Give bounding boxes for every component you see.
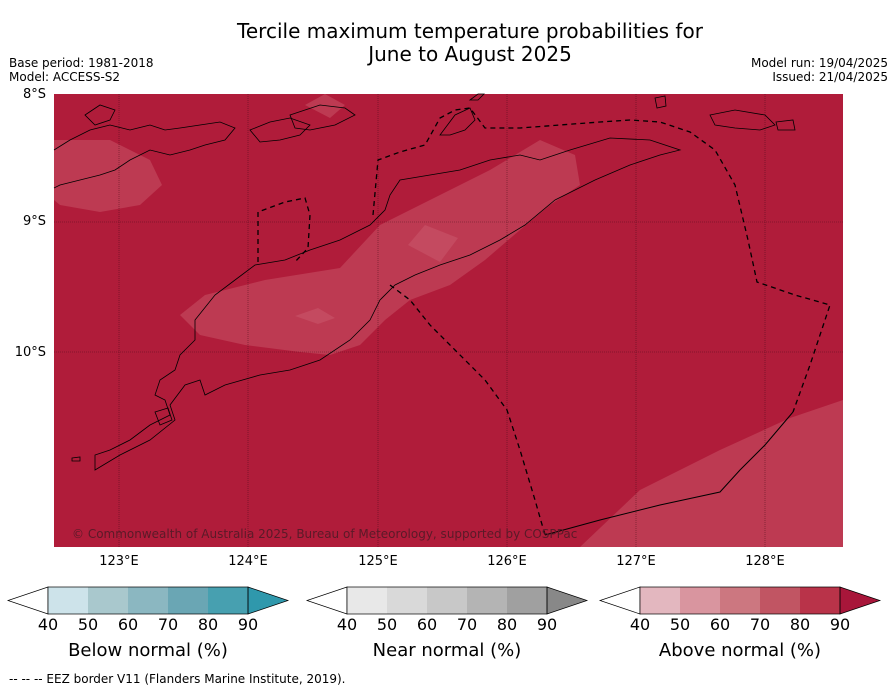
above-colorbar-segment (760, 587, 800, 614)
near-colorbar-tick: 60 (416, 615, 438, 634)
island-coastline (289, 104, 356, 131)
above-colorbar-tick: 40 (629, 615, 651, 634)
above-colorbar-segment (680, 587, 720, 614)
island-coastline (84, 104, 116, 126)
lat-label-10s: 10°S (14, 345, 46, 360)
above-colorbar-segment (800, 587, 840, 614)
eez-footnote: -- -- -- EEZ border V11 (Flanders Marine… (9, 672, 346, 686)
issued-date: Issued: 21/04/2025 (772, 70, 888, 84)
island-coastline (775, 119, 796, 131)
probability-zone-80 (180, 140, 580, 355)
above-colorbar-tick: 50 (669, 615, 691, 634)
near-colorbar-high-arrow (546, 586, 589, 615)
lon-label-126e: 126°E (487, 554, 527, 569)
coastlines (53, 93, 796, 471)
probability-zone-80-west (54, 140, 162, 212)
lon-label-127e: 127°E (616, 554, 656, 569)
below-colorbar-high-arrow (247, 586, 290, 615)
title-line-2: June to August 2025 (368, 42, 572, 66)
island-coastline (154, 407, 173, 426)
near-colorbar-tick: 80 (496, 615, 518, 634)
eez-border (257, 107, 831, 536)
below-colorbar-segment (208, 587, 248, 614)
island-coastline (71, 456, 81, 462)
below-colorbar-tick: 50 (77, 615, 99, 634)
near-colorbar-low-arrow (305, 586, 348, 615)
eez-solid-segment (544, 411, 794, 536)
alor-coastline (53, 121, 236, 189)
near-colorbar-tick: 90 (536, 615, 558, 634)
base-period: Base period: 1981-2018 (9, 56, 154, 70)
above-colorbar-low-arrow (598, 586, 641, 615)
model-name: Model: ACCESS-S2 (9, 70, 121, 84)
above-colorbar-outline (639, 586, 841, 615)
near-normal-colorbar (305, 586, 589, 615)
near-colorbar-tick: 50 (376, 615, 398, 634)
near-colorbar-outline (346, 586, 548, 615)
above-colorbar-segment (640, 587, 680, 614)
below-colorbar-segment (168, 587, 208, 614)
lon-label-128e: 128°E (745, 554, 785, 569)
atauro-coastline (468, 93, 485, 101)
lat-label-9s: 9°S (22, 214, 46, 229)
lon-label-125e: 125°E (358, 554, 398, 569)
above-normal-title: Above normal (%) (658, 640, 822, 661)
below-colorbar-segment (48, 587, 88, 614)
near-colorbar-segment (507, 587, 547, 614)
lon-label-123e: 123°E (99, 554, 139, 569)
below-colorbar-low-arrow (6, 586, 49, 615)
above-colorbar-segment (720, 587, 760, 614)
probability-zone-80-patch (408, 225, 458, 262)
below-colorbar-outline (47, 586, 249, 615)
above-normal-colorbar (598, 586, 882, 615)
model-run: Model run: 19/04/2025 (750, 56, 888, 70)
near-colorbar-segment (347, 587, 387, 614)
near-colorbar-segment (427, 587, 467, 614)
meta-left: Base period: 1981-2018 Model: ACCESS-S2 (9, 56, 154, 84)
above-colorbar-high-arrow (839, 586, 882, 615)
lat-label-8s: 8°S (22, 87, 46, 102)
below-colorbar-tick: 90 (237, 615, 259, 634)
below-colorbar-segment (88, 587, 128, 614)
below-colorbar-tick: 40 (37, 615, 59, 634)
gridlines (54, 94, 843, 547)
chart-title: Tercile maximum temperature probabilitie… (170, 20, 770, 66)
near-colorbar-tick: 70 (456, 615, 478, 634)
island-coastline (249, 117, 311, 143)
above-colorbar-tick: 70 (749, 615, 771, 634)
lon-label-124e: 124°E (228, 554, 268, 569)
below-colorbar-tick: 70 (157, 615, 179, 634)
island-coastline (709, 109, 776, 131)
near-normal-title: Near normal (%) (372, 640, 522, 661)
copyright-notice: © Commonwealth of Australia 2025, Bureau… (72, 527, 578, 541)
above-colorbar-tick: 60 (709, 615, 731, 634)
below-colorbar-segment (128, 587, 168, 614)
near-colorbar-tick: 40 (336, 615, 358, 634)
probability-zone-80-southeast (580, 400, 843, 547)
near-colorbar-segment (387, 587, 427, 614)
above-colorbar-tick: 90 (829, 615, 851, 634)
island-coastline (654, 95, 667, 109)
below-colorbar-tick: 80 (197, 615, 219, 634)
timor-coastline (94, 137, 682, 471)
near-colorbar-segment (467, 587, 507, 614)
below-normal-colorbar (6, 586, 290, 615)
below-colorbar-tick: 60 (117, 615, 139, 634)
meta-right: Model run: 19/04/2025 Issued: 21/04/2025 (751, 56, 888, 84)
title-line-1: Tercile maximum temperature probabilitie… (237, 19, 703, 43)
probability-zone-80-patch2 (295, 308, 335, 324)
below-normal-title: Below normal (%) (68, 640, 228, 661)
above-colorbar-tick: 80 (789, 615, 811, 634)
wetar-coastline (439, 107, 476, 136)
